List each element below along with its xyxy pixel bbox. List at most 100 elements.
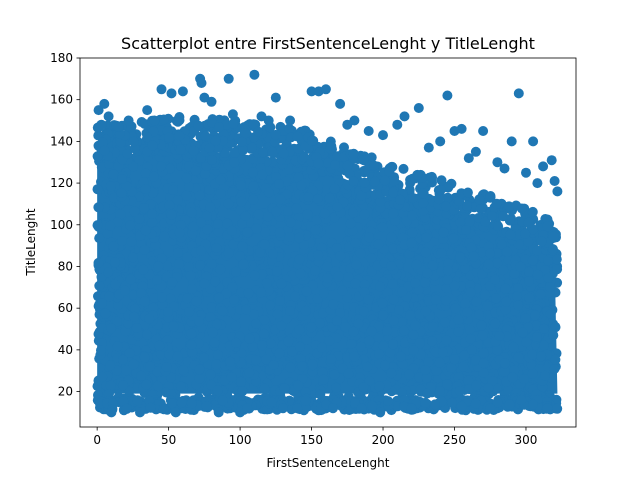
data-point <box>550 354 561 365</box>
data-point <box>386 232 397 243</box>
data-point <box>375 196 386 207</box>
data-point <box>205 202 216 213</box>
data-point <box>172 247 183 258</box>
data-point <box>297 361 308 372</box>
data-point <box>322 273 333 284</box>
data-point <box>92 220 103 231</box>
data-point <box>364 335 375 346</box>
data-point <box>234 251 245 262</box>
data-point <box>303 192 314 203</box>
data-point <box>248 309 259 320</box>
data-point <box>480 216 491 227</box>
data-point <box>161 260 172 271</box>
data-point <box>136 370 147 381</box>
data-point <box>516 203 527 214</box>
data-point <box>173 258 184 269</box>
data-point <box>418 188 429 199</box>
y-tick-label: 60 <box>58 301 73 315</box>
data-point <box>455 217 466 228</box>
data-point <box>113 300 123 311</box>
data-point <box>450 303 461 314</box>
outlier-point <box>552 186 563 197</box>
data-points <box>92 69 563 418</box>
data-point <box>253 126 264 137</box>
data-point <box>102 228 113 239</box>
data-point <box>434 357 445 368</box>
data-point <box>492 258 503 269</box>
outlier-point <box>177 86 188 97</box>
x-axis-label: FirstSentenceLenght <box>267 456 390 470</box>
data-point <box>307 359 318 370</box>
data-point <box>255 247 265 258</box>
data-point <box>420 397 431 408</box>
data-point <box>389 327 400 338</box>
data-point <box>129 311 140 322</box>
data-point <box>503 255 514 266</box>
data-point <box>140 184 151 194</box>
outlier-point <box>406 403 417 414</box>
data-point <box>164 200 175 211</box>
data-point <box>465 280 476 291</box>
outlier-point <box>470 146 481 157</box>
data-point <box>294 324 305 335</box>
data-point <box>462 307 473 318</box>
data-point <box>300 395 311 406</box>
data-point <box>363 294 374 305</box>
data-point <box>427 336 438 347</box>
data-point <box>199 278 210 289</box>
data-point <box>238 145 248 156</box>
data-point <box>142 132 153 143</box>
data-point <box>397 286 408 297</box>
y-axis-label: TitleLenght <box>24 208 38 276</box>
data-point <box>105 380 116 391</box>
data-point <box>272 266 282 277</box>
chart-title: Scatterplot entre FirstSentenceLenght y … <box>121 34 535 53</box>
data-point <box>287 346 298 357</box>
data-point <box>513 283 523 294</box>
data-point <box>270 129 281 140</box>
data-point <box>223 248 234 259</box>
data-point <box>420 277 431 288</box>
data-point <box>145 361 156 372</box>
data-point <box>196 217 207 228</box>
data-point <box>394 305 404 315</box>
data-point <box>532 332 542 342</box>
data-point <box>300 305 311 316</box>
data-point <box>259 383 270 394</box>
data-point <box>140 225 151 236</box>
data-point <box>142 329 153 340</box>
data-point <box>455 252 466 263</box>
data-point <box>368 160 379 171</box>
data-point <box>204 143 215 153</box>
data-point <box>310 265 321 276</box>
data-point <box>331 382 342 393</box>
data-point <box>366 253 377 264</box>
data-point <box>191 296 202 307</box>
y-tick-label: 100 <box>50 218 73 232</box>
data-point <box>499 366 510 377</box>
data-point <box>186 340 197 350</box>
data-point <box>134 213 145 224</box>
x-tick-label: 0 <box>93 433 101 447</box>
data-point <box>271 206 282 217</box>
data-point <box>294 232 305 243</box>
data-point <box>125 274 136 285</box>
data-point <box>215 175 226 185</box>
outlier-point <box>227 109 238 120</box>
data-point <box>212 385 223 396</box>
data-point <box>172 351 183 362</box>
data-point <box>359 177 370 188</box>
data-point <box>253 209 264 220</box>
data-point <box>423 357 434 368</box>
outlier-point <box>542 403 553 414</box>
x-tick-label: 100 <box>229 433 252 447</box>
data-point <box>474 194 485 205</box>
data-point <box>247 341 258 352</box>
data-point <box>92 184 103 195</box>
data-point <box>243 288 254 299</box>
y-tick-label: 80 <box>58 259 73 273</box>
data-point <box>95 398 105 409</box>
x-tick-label: 150 <box>300 433 323 447</box>
outlier-point <box>538 161 549 172</box>
data-point <box>548 330 559 341</box>
